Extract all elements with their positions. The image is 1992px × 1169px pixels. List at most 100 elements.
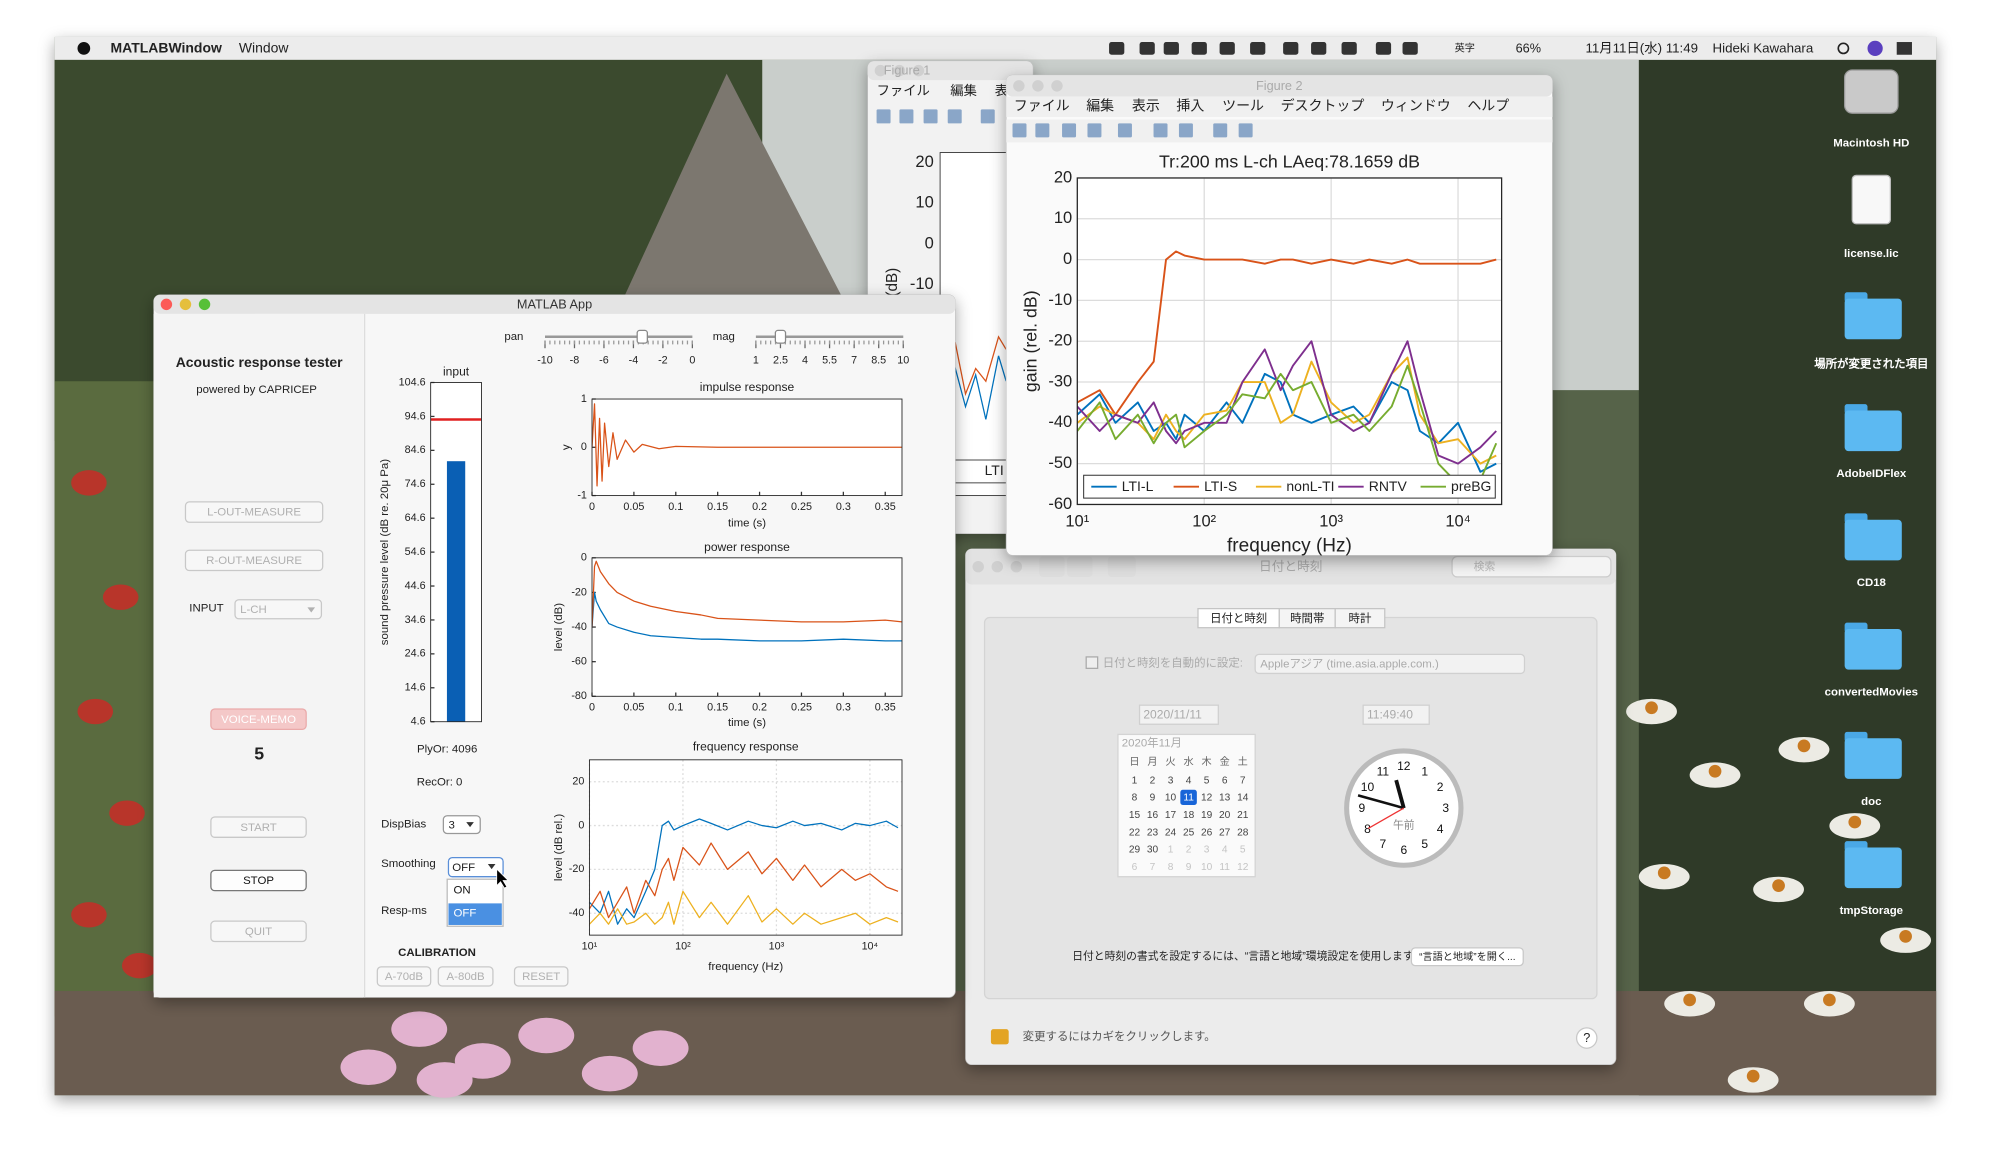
user[interactable]: Hideki Kawahara <box>1713 41 1814 56</box>
window-control[interactable] <box>1010 560 1023 573</box>
folder-icon[interactable] <box>1844 738 1902 779</box>
window-control[interactable] <box>1051 80 1063 92</box>
day[interactable]: 27 <box>1219 827 1231 838</box>
window-control[interactable] <box>874 64 887 77</box>
menu-item[interactable]: ウィンドウ <box>1381 98 1451 114</box>
smoothing-dropdown[interactable] <box>447 857 504 878</box>
drive-icon[interactable] <box>1843 69 1899 114</box>
quit-button-frame[interactable] <box>210 920 307 943</box>
day[interactable]: 18 <box>1183 810 1195 821</box>
toolbar-icon[interactable] <box>1238 123 1253 138</box>
day[interactable]: 10 <box>1165 793 1177 804</box>
day[interactable]: 17 <box>1165 810 1177 821</box>
status-icon[interactable] <box>1283 42 1299 55</box>
help-button[interactable] <box>1575 1027 1598 1049</box>
status-icon[interactable] <box>1219 42 1235 55</box>
day[interactable]: 14 <box>1237 793 1249 804</box>
day[interactable]: 6 <box>1222 775 1228 786</box>
icon-label[interactable]: license.lic <box>1844 248 1899 260</box>
window-control[interactable] <box>1013 80 1025 92</box>
status-icon[interactable] <box>1163 42 1179 55</box>
menu-item[interactable]: ファイル <box>877 83 930 98</box>
r-out-button-frame[interactable] <box>184 549 324 572</box>
day[interactable]: 30 <box>1147 845 1159 856</box>
status-icon[interactable] <box>1341 42 1357 55</box>
day[interactable]: 3 <box>1204 845 1210 856</box>
day[interactable]: 5 <box>1204 775 1210 786</box>
day[interactable]: 11 <box>1183 793 1194 804</box>
start-button-label[interactable]: START <box>240 822 276 834</box>
day[interactable]: 26 <box>1201 827 1213 838</box>
menu-item[interactable]: 挿入 <box>1176 98 1204 114</box>
toolbar-icon[interactable] <box>899 109 914 124</box>
icon-label[interactable]: AdobeIDFlex <box>1836 468 1906 480</box>
status-icon[interactable] <box>1250 42 1266 55</box>
tab-label[interactable]: 時計 <box>1349 611 1372 625</box>
window-control[interactable] <box>991 560 1003 573</box>
folder-icon[interactable] <box>1844 519 1902 561</box>
start-button-frame[interactable] <box>210 816 307 838</box>
day[interactable]: 12 <box>1237 862 1249 873</box>
folder-icon[interactable] <box>1844 410 1902 452</box>
open-button[interactable] <box>1410 947 1524 967</box>
icon-label[interactable]: convertedMovies <box>1825 687 1918 699</box>
day[interactable]: 1 <box>1132 775 1138 786</box>
show-all[interactable] <box>1107 556 1136 577</box>
day[interactable]: 9 <box>1186 862 1192 873</box>
day[interactable]: 7 <box>1240 775 1246 786</box>
icon-label[interactable]: doc <box>1861 796 1882 808</box>
day[interactable]: 16 <box>1147 810 1159 821</box>
calibration-button-frame[interactable] <box>513 966 569 987</box>
dispbias-dropdown[interactable] <box>442 815 481 835</box>
day[interactable]: 12 <box>1201 793 1213 804</box>
toolbar-icon[interactable] <box>1153 123 1168 138</box>
day[interactable]: 21 <box>1237 810 1249 821</box>
calibration-button-label[interactable]: RESET <box>522 971 560 983</box>
stop-button-label[interactable]: STOP <box>243 875 274 887</box>
smoothing-value[interactable]: OFF <box>452 862 475 874</box>
day[interactable]: 22 <box>1129 827 1141 838</box>
voice-memo-button-frame[interactable] <box>210 708 307 730</box>
notification-center[interactable] <box>1896 42 1912 55</box>
menu-item[interactable]: 編集 <box>950 83 977 98</box>
menu-item[interactable]: ヘルプ <box>1467 98 1509 114</box>
day[interactable]: 19 <box>1201 810 1213 821</box>
toolbar-icon[interactable] <box>1178 123 1193 138</box>
stop-button-frame[interactable] <box>210 869 307 892</box>
dispbias-value[interactable]: 3 <box>448 819 454 831</box>
calibration-button-label[interactable]: A-80dB <box>447 971 485 983</box>
day[interactable]: 1 <box>1168 845 1174 856</box>
day[interactable]: 13 <box>1219 793 1231 804</box>
dropdown-option[interactable]: ON <box>454 885 471 897</box>
status-icon[interactable] <box>1402 42 1418 55</box>
day[interactable]: 9 <box>1150 793 1156 804</box>
window-control[interactable] <box>179 298 192 311</box>
day[interactable]: 28 <box>1237 827 1249 838</box>
toolbar-icon[interactable] <box>876 109 891 124</box>
calibration-button-frame[interactable] <box>376 966 432 987</box>
calibration-button-label[interactable]: A-70dB <box>385 971 423 983</box>
day[interactable]: 8 <box>1132 793 1138 804</box>
siri[interactable] <box>1867 40 1883 57</box>
search-field[interactable] <box>1451 555 1612 578</box>
toolbar-icon[interactable] <box>947 109 962 124</box>
menu-item[interactable]: ツール <box>1222 98 1264 114</box>
day[interactable]: 20 <box>1219 810 1231 821</box>
day[interactable]: 5 <box>1240 845 1246 856</box>
time-field[interactable] <box>1362 704 1430 725</box>
apple-menu[interactable] <box>77 42 91 55</box>
status-icon[interactable] <box>1311 42 1327 55</box>
day[interactable]: 4 <box>1186 775 1192 786</box>
input-dropdown[interactable] <box>234 599 323 620</box>
tab-label[interactable]: 時間帯 <box>1290 612 1324 625</box>
toolbar-icon[interactable] <box>1035 123 1050 138</box>
day[interactable]: 10 <box>1201 862 1213 873</box>
day[interactable]: 15 <box>1129 810 1141 821</box>
day[interactable]: 7 <box>1150 862 1156 873</box>
window-control[interactable] <box>972 560 984 573</box>
window-control[interactable] <box>160 298 173 311</box>
status-icon[interactable] <box>1191 42 1207 55</box>
folder-icon[interactable] <box>1844 628 1902 670</box>
date-field[interactable] <box>1138 704 1219 725</box>
input-value[interactable]: L-CH <box>240 604 267 616</box>
